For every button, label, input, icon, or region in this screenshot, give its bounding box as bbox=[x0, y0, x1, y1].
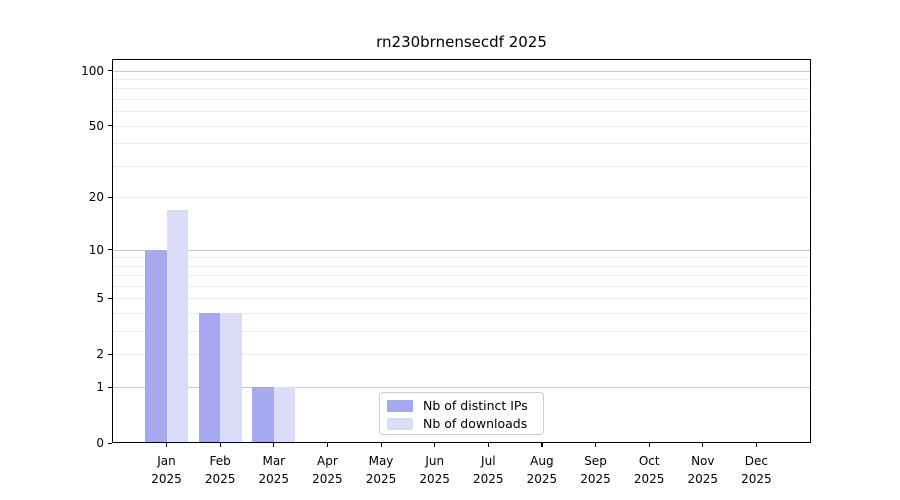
gridline-minor-9 bbox=[112, 257, 811, 259]
y-tick-label-10: 10 bbox=[88, 242, 104, 257]
x-tick-label-jul: Jul 2025 bbox=[473, 454, 504, 486]
gridline-minor-40 bbox=[112, 143, 811, 145]
bar-nb-of-distinct-ips-feb bbox=[198, 313, 221, 443]
gridline-minor-50 bbox=[112, 125, 811, 127]
y-tick-label-50: 50 bbox=[88, 118, 104, 133]
y-tick-label-20: 20 bbox=[88, 190, 104, 205]
y-tick-mark-50 bbox=[108, 125, 112, 127]
gridline-major-100 bbox=[112, 70, 811, 72]
x-tick-mark-oct bbox=[648, 443, 650, 447]
y-tick-label-100: 100 bbox=[81, 63, 104, 78]
x-tick-mark-apr bbox=[326, 443, 329, 447]
x-tick-label-mar: Mar 2025 bbox=[258, 454, 290, 486]
x-tick-mark-jun bbox=[434, 443, 436, 447]
gridline-minor-4 bbox=[112, 313, 811, 315]
gridline-minor-60 bbox=[112, 111, 811, 113]
gridline-major-10 bbox=[112, 249, 811, 251]
y-tick-label-1: 1 bbox=[96, 380, 104, 395]
y-tick-mark-100 bbox=[108, 70, 112, 72]
plot-area bbox=[112, 59, 811, 443]
x-tick-label-sep: Sep 2025 bbox=[580, 454, 611, 486]
bar-nb-of-downloads-feb bbox=[220, 313, 242, 443]
gridline-minor-20 bbox=[112, 197, 811, 199]
x-tick-label-dec: Dec 2025 bbox=[741, 454, 772, 486]
x-tick-label-nov: Nov 2025 bbox=[687, 454, 719, 486]
x-tick-mark-mar bbox=[273, 443, 275, 447]
gridline-minor-70 bbox=[112, 99, 811, 100]
x-tick-mark-dec bbox=[755, 443, 758, 447]
bar-nb-of-distinct-ips-jan bbox=[145, 249, 167, 443]
y-tick-mark-0 bbox=[108, 442, 112, 444]
bar-nb-of-downloads-jan bbox=[166, 209, 188, 443]
gridline-minor-90 bbox=[112, 79, 811, 80]
legend-row-downloads: Nb of downloads bbox=[387, 415, 543, 432]
y-tick-mark-20 bbox=[108, 196, 112, 198]
y-tick-label-0: 0 bbox=[96, 436, 104, 450]
gridline-minor-6 bbox=[112, 286, 811, 287]
y-tick-mark-1 bbox=[108, 386, 112, 388]
x-tick-label-apr: Apr 2025 bbox=[312, 454, 343, 486]
x-tick-mark-feb bbox=[219, 443, 221, 447]
chart-title: rn230brnensecdf 2025 bbox=[376, 33, 547, 51]
x-tick-label-oct: Oct 2025 bbox=[633, 454, 665, 486]
x-tick-mark-sep bbox=[595, 443, 597, 447]
legend-swatch-downloads bbox=[387, 417, 413, 430]
y-tick-mark-2 bbox=[108, 353, 112, 356]
bar-nb-of-downloads-mar bbox=[273, 387, 296, 443]
legend: Nb of distinct IPs Nb of downloads bbox=[379, 392, 544, 435]
gridline-minor-2 bbox=[112, 354, 811, 356]
x-tick-mark-jul bbox=[487, 443, 489, 447]
y-tick-label-5: 5 bbox=[96, 291, 104, 306]
x-tick-mark-aug bbox=[541, 443, 543, 447]
gridline-minor-3 bbox=[112, 331, 811, 333]
gridline-minor-30 bbox=[112, 165, 811, 167]
gridline-minor-5 bbox=[112, 298, 811, 300]
x-tick-mark-jan bbox=[166, 443, 168, 447]
x-tick-label-may: May 2025 bbox=[365, 454, 397, 486]
bar-nb-of-distinct-ips-mar bbox=[252, 387, 274, 443]
x-tick-label-feb: Feb 2025 bbox=[204, 454, 236, 486]
legend-row-distinct-ips: Nb of distinct IPs bbox=[387, 397, 543, 414]
legend-label-distinct-ips: Nb of distinct IPs bbox=[423, 397, 528, 413]
gridline-major-1 bbox=[112, 387, 811, 389]
gridline-minor-80 bbox=[112, 88, 811, 90]
x-tick-label-aug: Aug 2025 bbox=[526, 454, 558, 486]
legend-swatch-distinct-ips bbox=[387, 399, 413, 412]
x-tick-mark-nov bbox=[702, 443, 704, 447]
x-tick-label-jan: Jan 2025 bbox=[151, 454, 182, 486]
y-tick-label-2: 2 bbox=[96, 347, 104, 362]
x-tick-mark-may bbox=[380, 443, 382, 447]
legend-label-downloads: Nb of downloads bbox=[423, 415, 528, 431]
y-tick-mark-5 bbox=[108, 297, 112, 300]
x-tick-label-jun: Jun 2025 bbox=[419, 454, 450, 486]
gridline-minor-8 bbox=[112, 265, 811, 267]
y-tick-mark-10 bbox=[108, 249, 112, 251]
gridline-minor-7 bbox=[112, 275, 811, 277]
